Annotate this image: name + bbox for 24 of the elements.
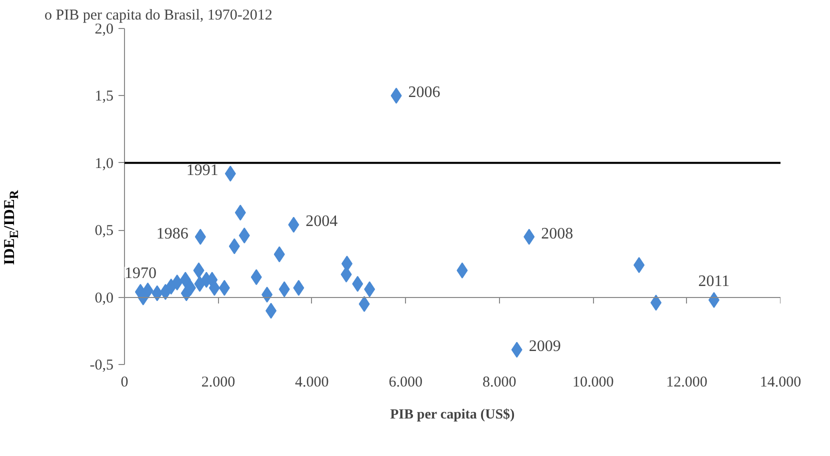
y-tick-label: 0,5 bbox=[94, 223, 114, 240]
x-tick-label: 8.000 bbox=[482, 374, 516, 390]
annotation: 2006 bbox=[408, 84, 440, 102]
annotation: 1970 bbox=[124, 264, 156, 282]
annotation: 2008 bbox=[541, 225, 574, 242]
x-axis-title: PIB per capita (US$) bbox=[390, 408, 515, 422]
annotation: 2004 bbox=[306, 213, 338, 230]
annotation: 2009 bbox=[528, 338, 561, 356]
x-tick-label: 4.000 bbox=[295, 374, 329, 390]
x-tick-label: 14.000 bbox=[760, 374, 802, 390]
annotation: 1986 bbox=[156, 225, 188, 242]
annotation: 2011 bbox=[698, 272, 730, 290]
x-tick-label: 0 bbox=[120, 374, 128, 390]
x-tick-label: 10.000 bbox=[572, 374, 614, 390]
chart-title: o PIB per capita do Brasil, 1970-2012 bbox=[44, 8, 272, 24]
x-tick-label: 6.000 bbox=[388, 374, 423, 390]
y-tick-label: 0,0 bbox=[94, 290, 114, 306]
x-tick-label: 12.000 bbox=[666, 374, 708, 390]
y-tick-label: 1,0 bbox=[94, 156, 114, 172]
y-tick-label: 2,0 bbox=[94, 22, 114, 38]
x-tick-label: 2.000 bbox=[201, 374, 236, 390]
y-tick-label: -0,5 bbox=[90, 358, 114, 374]
y-tick-label: 1,5 bbox=[94, 88, 114, 105]
annotation: 1991 bbox=[186, 162, 218, 180]
